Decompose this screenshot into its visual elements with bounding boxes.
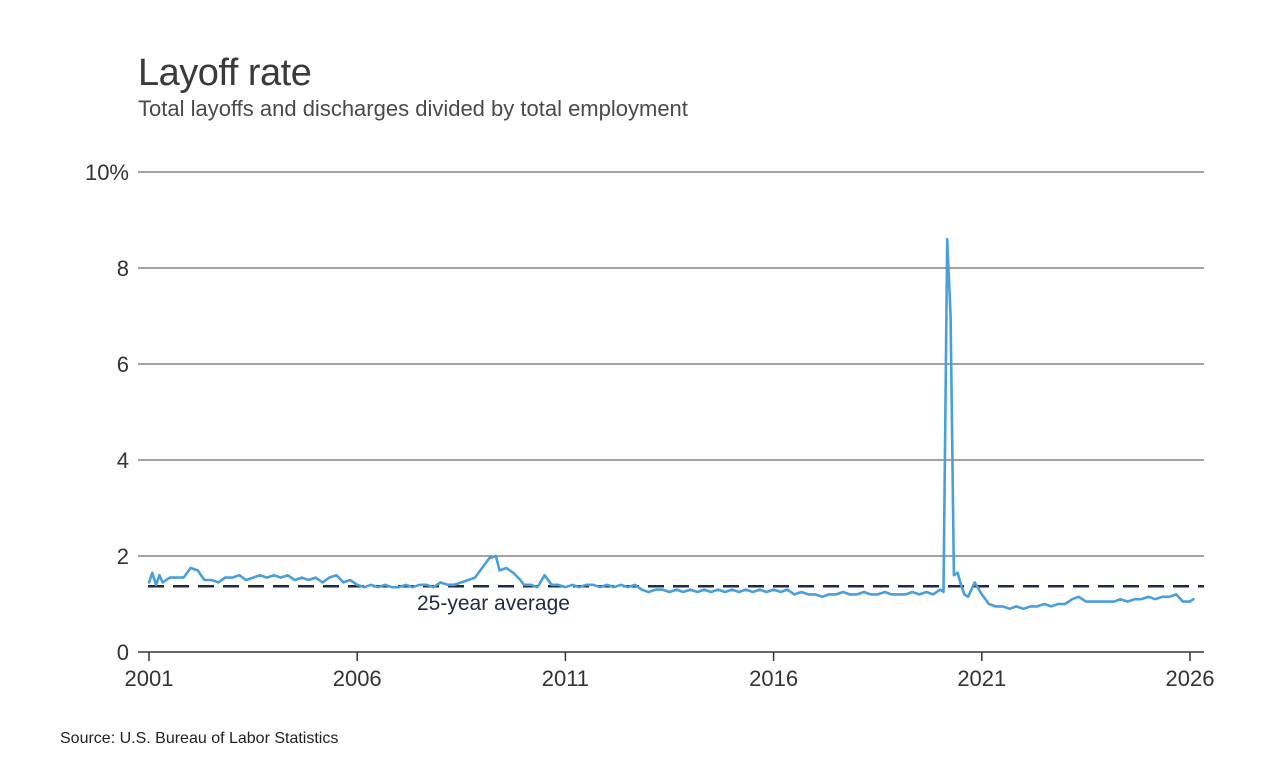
x-tick-label: 2001 [125,666,174,691]
x-tick-label: 2021 [957,666,1006,691]
y-tick-label: 2 [117,544,129,569]
x-axis-ticks: 2001 2006 2011 2016 2021 2026 [125,652,1215,691]
grid-lines [138,171,1204,653]
chart-title: Layoff rate [138,52,312,94]
average-line-group: 25-year average [148,584,1204,615]
series-group [147,237,1195,611]
source-note: Source: U.S. Bureau of Labor Statistics [60,730,339,747]
y-tick-label: 4 [117,448,129,473]
series-line-0 [147,237,1195,611]
x-tick-label: 2026 [1166,666,1215,691]
x-tick-label: 2006 [333,666,382,691]
y-axis-ticks: 0 2 4 6 8 10% [85,160,129,665]
x-tick-label: 2011 [542,666,589,691]
y-tick-label: 0 [117,640,129,665]
chart-subtitle: Total layoffs and discharges divided by … [138,96,688,121]
y-tick-label: 6 [117,352,129,377]
average-line-label: 25-year average [417,592,570,615]
y-tick-label: 8 [117,256,129,281]
y-tick-label: 10% [85,160,129,185]
x-tick-label: 2016 [749,666,798,691]
